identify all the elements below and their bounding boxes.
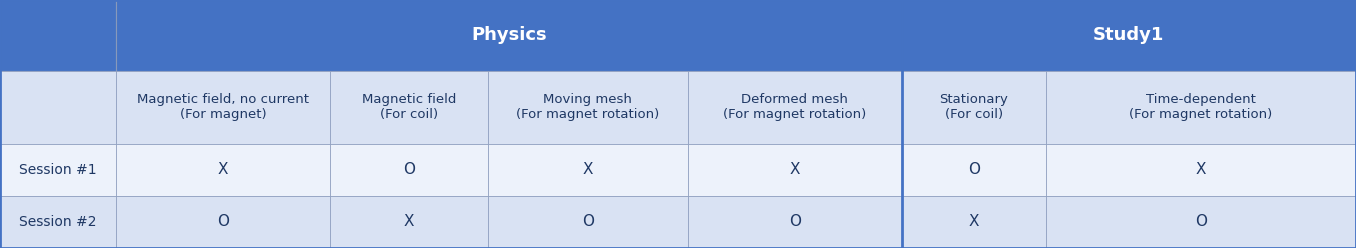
Text: Moving mesh
(For magnet rotation): Moving mesh (For magnet rotation) xyxy=(517,93,659,121)
Text: Physics: Physics xyxy=(471,26,546,44)
Bar xyxy=(117,144,330,196)
Bar xyxy=(0,71,117,144)
Text: Stationary
(For coil): Stationary (For coil) xyxy=(940,93,1008,121)
Bar xyxy=(902,0,1356,71)
Bar xyxy=(0,0,117,71)
Text: Session #1: Session #1 xyxy=(19,163,96,177)
Bar xyxy=(488,71,687,144)
Text: O: O xyxy=(1195,215,1207,229)
Bar xyxy=(0,144,117,196)
Text: O: O xyxy=(403,162,415,177)
Bar xyxy=(330,71,488,144)
Text: O: O xyxy=(789,215,801,229)
Bar xyxy=(902,71,1045,144)
Text: X: X xyxy=(404,215,414,229)
Bar xyxy=(687,71,902,144)
Text: X: X xyxy=(968,215,979,229)
Bar xyxy=(117,196,330,248)
Text: Magnetic field, no current
(For magnet): Magnetic field, no current (For magnet) xyxy=(137,93,309,121)
Bar xyxy=(488,144,687,196)
Bar xyxy=(1045,196,1356,248)
Bar xyxy=(0,196,117,248)
Bar xyxy=(488,196,687,248)
Text: O: O xyxy=(968,162,979,177)
Bar xyxy=(902,196,1045,248)
Bar xyxy=(117,0,902,71)
Bar xyxy=(330,196,488,248)
Text: Study1: Study1 xyxy=(1093,26,1165,44)
Text: X: X xyxy=(789,162,800,177)
Bar xyxy=(117,71,330,144)
Text: X: X xyxy=(1196,162,1205,177)
Text: Magnetic field
(For coil): Magnetic field (For coil) xyxy=(362,93,456,121)
Text: X: X xyxy=(218,162,228,177)
Text: O: O xyxy=(217,215,229,229)
Bar xyxy=(1045,144,1356,196)
Text: X: X xyxy=(583,162,593,177)
Text: Deformed mesh
(For magnet rotation): Deformed mesh (For magnet rotation) xyxy=(723,93,866,121)
Text: Session #2: Session #2 xyxy=(19,215,96,229)
Bar xyxy=(1045,71,1356,144)
Bar xyxy=(902,144,1045,196)
Bar xyxy=(687,144,902,196)
Bar xyxy=(687,196,902,248)
Text: O: O xyxy=(582,215,594,229)
Bar xyxy=(330,144,488,196)
Text: Time-dependent
(For magnet rotation): Time-dependent (For magnet rotation) xyxy=(1130,93,1272,121)
